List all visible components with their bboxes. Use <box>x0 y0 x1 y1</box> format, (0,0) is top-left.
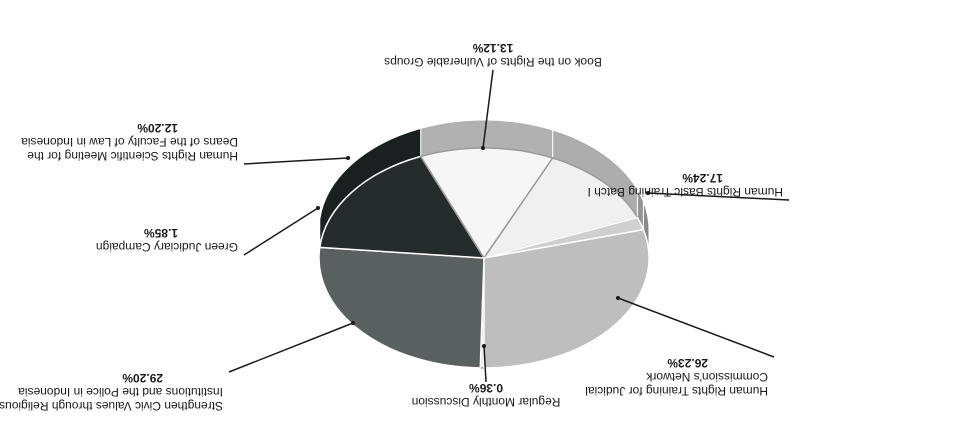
slice-label-line: Regular Monthly Discussion <box>412 395 561 409</box>
slice-label-line: Deans of the Faculty of Law in Indonesia <box>21 135 238 149</box>
slice-percentage: 17.24% <box>682 171 723 185</box>
slice-label-line: Institutions and the Police in Indonesia <box>18 385 223 399</box>
pie-slices <box>318 147 650 369</box>
leader-line-0 <box>483 345 487 383</box>
slice-label-line: Green Judiciary Campaign <box>96 240 238 254</box>
slice-label-6: Strengthen Civic Values through Religiou… <box>0 371 223 413</box>
leader-dot-2 <box>646 191 650 195</box>
leader-line-5 <box>243 207 319 256</box>
slice-label-2: Human Rights Basic Training Batch I17.24… <box>588 171 783 199</box>
slice-label-line: Commission's Network <box>645 370 768 384</box>
slice-percentage: 13.12% <box>472 41 513 55</box>
slice-percentage: 26.23% <box>667 356 708 370</box>
slice-label-line: Human Rights Training for Judicial <box>585 384 768 398</box>
pie-slice-3 <box>419 147 554 260</box>
slice-percentage: 29.20% <box>122 371 163 385</box>
pie-side-walls <box>318 119 650 259</box>
leader-line-3 <box>482 69 494 149</box>
pie-slice-6 <box>483 228 650 369</box>
slice-label-4: Human Rights Scientific Meeting for theD… <box>21 121 238 163</box>
leader-line-1 <box>617 297 775 358</box>
slice-percentage: 0.36% <box>469 381 503 395</box>
leader-line-2 <box>647 192 790 201</box>
slice-label-line: Human Rights Scientific Meeting for the <box>27 149 238 163</box>
slice-label-0: Regular Monthly Discussion0.36% <box>412 381 561 409</box>
pie-slice-2 <box>318 155 486 259</box>
slice-label-line: Human Rights Basic Training Batch I <box>588 185 783 199</box>
slice-percentage: 12.20% <box>137 121 178 135</box>
slice-label-3: Book on the Rights of Vulnerable Groups1… <box>384 41 602 69</box>
slice-label-line: Book on the Rights of Vulnerable Groups <box>384 55 602 69</box>
leader-line-6 <box>228 322 354 373</box>
leader-dot-3 <box>481 146 485 150</box>
slice-label-1: Human Rights Training for JudicialCommis… <box>585 356 768 398</box>
slice-percentage: 1.85% <box>144 226 178 240</box>
slice-label-line: Strengthen Civic Values through Religiou… <box>0 399 223 413</box>
leader-dot-0 <box>482 344 486 348</box>
leader-dot-1 <box>616 296 620 300</box>
leader-dot-6 <box>351 321 355 325</box>
pie-slice-1 <box>318 246 485 369</box>
leader-dot-4 <box>346 156 350 160</box>
leader-line-4 <box>243 157 349 165</box>
slice-labels: Regular Monthly Discussion0.36% Human Rig… <box>0 41 790 413</box>
leader-dot-5 <box>316 206 320 210</box>
slice-label-5: Green Judiciary Campaign1.85% <box>96 226 238 254</box>
pie-slice-4 <box>482 157 639 260</box>
